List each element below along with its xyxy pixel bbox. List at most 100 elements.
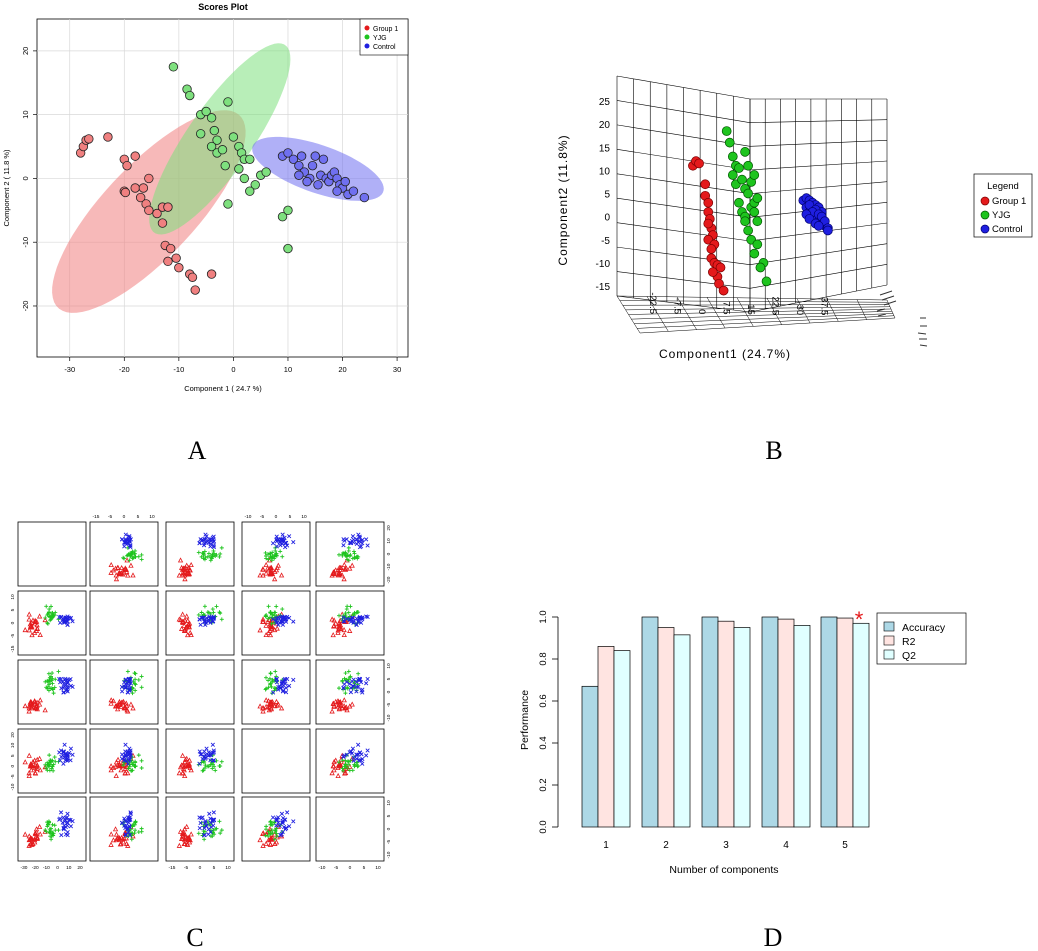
chart-c-point-yjg xyxy=(343,551,348,556)
chart-a-ellipse-control xyxy=(252,136,384,201)
chart-c-point-group1 xyxy=(36,613,43,619)
chart-c-point-group1 xyxy=(179,572,186,578)
chart-c-point-group1 xyxy=(337,762,343,768)
chart-a-point-group-1 xyxy=(103,132,113,142)
chart-c-point-yjg xyxy=(352,764,357,769)
chart-c-point-yjg xyxy=(214,604,219,609)
chart-c-axis-tick: 5 xyxy=(10,608,16,611)
chart-c-point-control xyxy=(127,746,132,751)
chart-c-point-yjg xyxy=(269,621,274,626)
chart-d-xtick-label: 5 xyxy=(842,840,848,851)
chart-c-point-yjg xyxy=(124,553,129,558)
chart-c-point-control xyxy=(197,761,202,766)
chart-b-back-wall-h xyxy=(749,243,888,265)
chart-c-point-yjg xyxy=(199,554,204,559)
chart-c-point-yjg xyxy=(49,604,54,609)
chart-c-point-group1 xyxy=(125,572,131,578)
chart-c-point-control xyxy=(198,622,203,627)
chart-d-bar-r2-2 xyxy=(657,627,675,828)
chart-c-point-control xyxy=(65,622,70,627)
chart-c-point-control xyxy=(283,619,289,624)
chart-c-point-group1 xyxy=(110,567,117,573)
chart-c-point-yjg xyxy=(219,828,224,833)
chart-b-ytick-label: 5 xyxy=(604,190,610,201)
chart-c-point-yjg xyxy=(136,753,141,758)
chart-c-point-yjg xyxy=(208,553,213,558)
chart-c-point-yjg xyxy=(139,758,144,763)
chart-a-point-group-1 xyxy=(135,192,146,203)
chart-c-point-yjg xyxy=(345,685,350,690)
chart-a-legend-marker-control xyxy=(364,43,370,49)
chart-c-point-group1 xyxy=(329,616,335,622)
chart-c-axis-tick: 5 xyxy=(363,865,366,871)
chart-c-point-control xyxy=(357,545,363,550)
chart-d-legend-q2: Q2 xyxy=(902,650,916,662)
chart-c-point-control xyxy=(365,614,370,619)
chart-c-point-control xyxy=(122,816,127,821)
chart-a-legend-control: Control xyxy=(373,44,396,51)
chart-c-axis-tick: -30 xyxy=(21,865,28,871)
chart-c-point-yjg xyxy=(49,837,54,842)
chart-c-point-group1 xyxy=(181,627,188,633)
chart-c-point-yjg xyxy=(205,554,210,559)
chart-c-point-yjg xyxy=(202,604,207,609)
chart-c-point-yjg xyxy=(43,615,48,620)
chart-d-xtick-label: 3 xyxy=(723,840,729,851)
chart-c-point-yjg xyxy=(264,614,269,619)
chart-b-legend-control: Control xyxy=(992,224,1023,235)
chart-c-point-control xyxy=(61,749,66,754)
chart-b-back-wall-h xyxy=(749,222,888,242)
chart-c-point-yjg xyxy=(211,548,216,553)
chart-c-point-yjg xyxy=(268,611,273,616)
chart-c-point-control xyxy=(62,823,67,828)
chart-c-point-control xyxy=(203,819,208,824)
chart-c-point-group1 xyxy=(271,831,278,837)
chart-c-point-yjg xyxy=(48,834,53,839)
chart-c-point-yjg xyxy=(346,610,351,615)
chart-c-point-control xyxy=(204,615,209,621)
chart-c-point-control xyxy=(270,617,276,622)
chart-c-point-control xyxy=(274,544,279,549)
chart-c-point-group1 xyxy=(184,841,190,847)
chart-d-ylabel: Performance xyxy=(519,690,531,750)
chart-c-point-group1 xyxy=(108,561,114,568)
chart-b-point-yjg xyxy=(755,262,766,273)
chart-c-point-yjg xyxy=(46,688,51,693)
chart-c-point-yjg xyxy=(340,758,345,763)
chart-c-point-group1 xyxy=(182,576,188,582)
chart-c-cell-r2-c2 xyxy=(89,590,159,656)
chart-d-bar-accuracy-4 xyxy=(761,616,779,828)
chart-c-point-group1 xyxy=(267,623,274,629)
chart-c-cell-r1-c2 xyxy=(89,521,159,587)
chart-c-point-yjg xyxy=(280,554,285,559)
chart-a-point-yjg xyxy=(195,129,206,139)
chart-c-point-control xyxy=(342,619,347,624)
chart-c-point-control xyxy=(62,684,67,689)
chart-c-point-group1 xyxy=(342,566,349,572)
chart-c-point-yjg xyxy=(202,549,207,554)
chart-c-point-yjg xyxy=(345,604,350,609)
chart-c-point-control xyxy=(291,619,296,624)
chart-c-point-group1 xyxy=(36,823,43,829)
chart-c-axis-tick: -15 xyxy=(93,514,100,520)
chart-a-legend-marker-yjg xyxy=(364,34,370,40)
chart-b-floor-v xyxy=(616,295,641,334)
chart-c-point-yjg xyxy=(206,551,211,556)
chart-a-point-group-1 xyxy=(144,205,154,216)
chart-c-point-control xyxy=(58,810,64,815)
chart-c-point-yjg xyxy=(340,766,345,771)
panel-label-c: C xyxy=(186,923,203,951)
chart-b-point-yjg xyxy=(721,126,732,136)
chart-a-point-yjg xyxy=(206,113,217,123)
chart-a-point-group-1 xyxy=(174,263,184,273)
chart-c-point-yjg xyxy=(44,604,49,609)
chart-c-point-control xyxy=(291,540,296,545)
chart-c-point-group1 xyxy=(185,617,191,623)
chart-a-point-yjg xyxy=(217,145,228,155)
chart-a-point-control xyxy=(296,151,307,161)
chart-c-point-control xyxy=(350,746,356,751)
chart-b-floor-h xyxy=(616,295,888,301)
chart-c-point-group1 xyxy=(341,703,347,709)
chart-b-legend-marker-group1 xyxy=(980,196,990,206)
chart-c-point-control xyxy=(358,758,364,763)
